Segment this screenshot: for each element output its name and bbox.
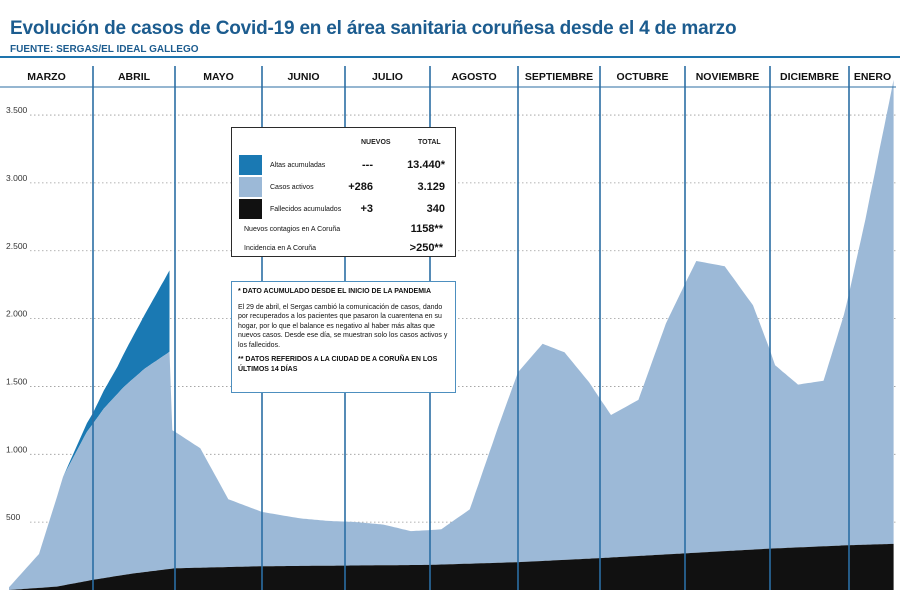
- legend-box: NUEVOS TOTAL Altas acumuladas --- 13.440…: [231, 127, 456, 257]
- header-rule: [0, 56, 900, 58]
- y-tick-label-1.500: 1.500: [6, 376, 28, 386]
- month-label-julio: JULIO: [372, 71, 403, 83]
- area-fallecidos-acumulados: [9, 543, 894, 590]
- legend-total-contagios: 1158**: [410, 223, 443, 235]
- note-box: * DATO ACUMULADO DESDE EL INICIO DE LA P…: [231, 281, 456, 393]
- y-tick-label-3.000: 3.000: [6, 173, 28, 183]
- legend-new-fallecidos: +3: [360, 203, 373, 215]
- y-tick-label-2.500: 2.500: [6, 241, 28, 251]
- legend-row-contagios: Nuevos contagios en A Coruña 1158**: [232, 219, 455, 241]
- legend-swatch-activos: [239, 177, 262, 197]
- y-tick-label-500: 500: [6, 512, 20, 522]
- legend-swatch-fallecidos: [239, 199, 262, 219]
- month-label-diciembre: DICIEMBRE: [780, 71, 839, 83]
- legend-header-new: NUEVOS: [361, 139, 391, 146]
- legend-swatch-altas: [239, 155, 262, 175]
- note-heading: * DATO ACUMULADO DESDE EL INICIO DE LA P…: [238, 288, 432, 295]
- legend-label-fallecidos: Fallecidos acumulados: [270, 206, 342, 213]
- y-tick-label-3.500: 3.500: [6, 105, 28, 115]
- note-footnote: ** DATOS REFERIDOS A LA CIUDAD DE A CORU…: [238, 356, 438, 373]
- legend-label-altas: Altas acumuladas: [270, 162, 326, 169]
- legend-total-altas: 13.440*: [407, 159, 445, 171]
- month-label-marzo: MARZO: [27, 71, 66, 83]
- chart-title: Evolución de casos de Covid-19 en el áre…: [10, 18, 737, 39]
- month-label-agosto: AGOSTO: [451, 71, 496, 83]
- y-tick-label-2.000: 2.000: [6, 309, 28, 319]
- legend-total-fallecidos: 340: [426, 203, 445, 215]
- y-axis-labels: 500 1.000 1.500 2.000 2.500 3.000 3.500: [6, 105, 28, 522]
- legend-total-incidencia: >250**: [409, 242, 443, 254]
- legend-new-activos: +286: [348, 181, 373, 193]
- legend-total-activos: 3.129: [417, 181, 445, 193]
- month-label-octubre: OCTUBRE: [617, 71, 669, 83]
- legend-label-activos: Casos activos: [270, 184, 314, 191]
- month-label-mayo: MAYO: [203, 71, 234, 83]
- month-label-enero: ENERO: [854, 71, 891, 83]
- legend-new-altas: ---: [362, 159, 373, 171]
- chart-source: FUENTE: SERGAS/EL IDEAL GALLEGO: [10, 44, 199, 55]
- chart-areas: [9, 79, 894, 591]
- area-altas-acumuladas: [9, 270, 170, 588]
- legend-row-altas: Altas acumuladas --- 13.440*: [232, 155, 455, 177]
- legend-label-contagios: Nuevos contagios en A Coruña: [244, 226, 341, 233]
- legend-row-fallecidos: Fallecidos acumulados +3 340: [232, 199, 455, 221]
- x-axis-labels: MARZO ABRIL MAYO JUNIO JULIO AGOSTO SEPTIEMBRE…: [27, 71, 891, 83]
- month-label-junio: JUNIO: [287, 71, 319, 83]
- legend-row-activos: Casos activos +286 3.129: [232, 177, 455, 199]
- month-label-noviembre: NOVIEMBRE: [696, 71, 760, 83]
- y-tick-label-1.000: 1.000: [6, 444, 28, 454]
- legend-header-total: TOTAL: [418, 139, 441, 146]
- month-label-abril: ABRIL: [118, 71, 151, 83]
- legend-label-incidencia: Incidencia en A Coruña: [244, 245, 316, 252]
- note-body: El 29 de abril, el Sergas cambió la comu…: [238, 303, 448, 349]
- area-casos-activos: [9, 79, 894, 591]
- month-label-septiembre: SEPTIEMBRE: [525, 71, 593, 83]
- legend-row-incidencia: Incidencia en A Coruña >250**: [232, 238, 455, 260]
